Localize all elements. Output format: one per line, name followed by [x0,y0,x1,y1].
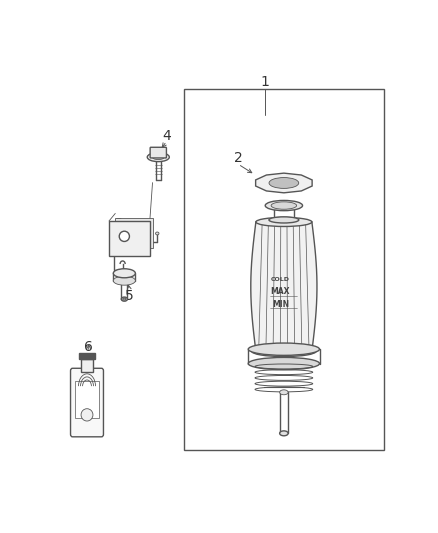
Ellipse shape [123,298,126,300]
Ellipse shape [256,217,312,227]
Polygon shape [251,222,317,351]
Bar [74,381,99,418]
Text: COLD: COLD [271,277,290,282]
Text: MIN: MIN [272,300,289,309]
Ellipse shape [265,200,303,211]
Ellipse shape [269,217,299,223]
Ellipse shape [152,155,164,159]
Text: 4: 4 [162,129,171,143]
Ellipse shape [155,232,159,235]
Ellipse shape [279,431,288,436]
Text: 2: 2 [234,151,242,165]
Ellipse shape [147,152,170,161]
Ellipse shape [279,390,288,395]
Ellipse shape [81,409,93,421]
Ellipse shape [119,231,130,241]
Text: MAX: MAX [271,287,290,296]
Ellipse shape [113,269,135,278]
Text: 5: 5 [125,289,134,303]
Polygon shape [256,173,312,193]
Ellipse shape [269,177,299,188]
Bar [184,88,384,450]
Ellipse shape [251,346,316,357]
Ellipse shape [121,297,127,301]
Bar [109,221,150,256]
Bar [115,217,152,248]
Bar [79,353,95,359]
Text: 6: 6 [84,340,93,354]
Text: 1: 1 [261,76,270,90]
Bar [81,359,93,372]
Ellipse shape [248,358,319,370]
Text: MOPAR: MOPAR [81,397,93,400]
FancyBboxPatch shape [71,368,103,437]
Ellipse shape [248,343,319,356]
Text: 3: 3 [115,217,124,231]
Ellipse shape [113,276,135,285]
Ellipse shape [271,202,297,209]
FancyBboxPatch shape [150,147,166,158]
